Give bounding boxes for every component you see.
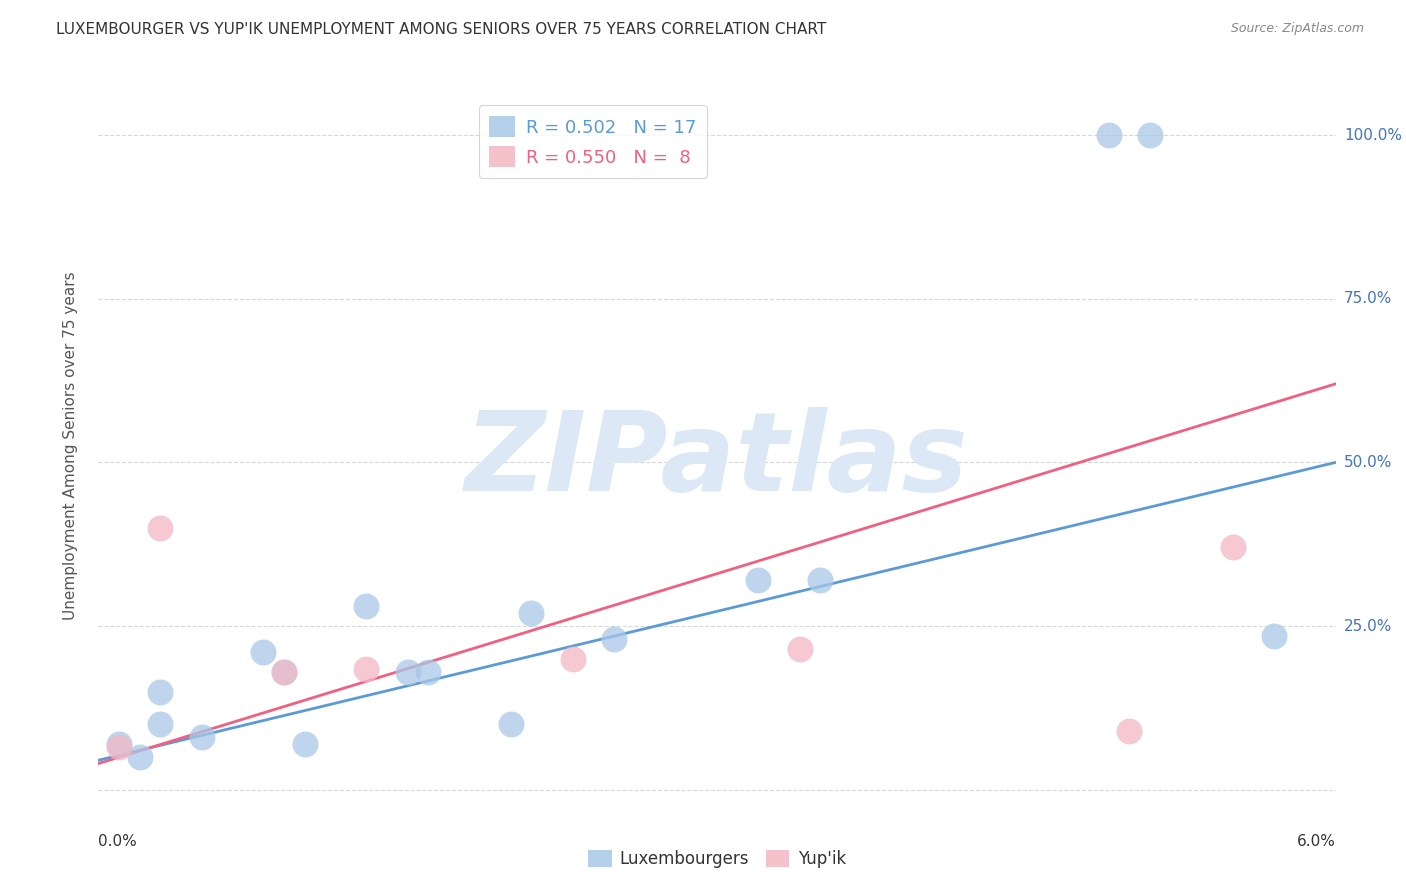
- Point: [520, 606, 543, 620]
- Point: [1098, 128, 1121, 142]
- Point: [418, 665, 440, 679]
- Point: [1139, 128, 1161, 142]
- Point: [789, 642, 811, 657]
- Point: [808, 573, 831, 587]
- Text: 100.0%: 100.0%: [1344, 128, 1402, 143]
- Point: [1222, 541, 1244, 555]
- Point: [747, 573, 769, 587]
- Point: [561, 652, 583, 666]
- Point: [356, 599, 378, 614]
- Point: [149, 521, 172, 535]
- Text: 75.0%: 75.0%: [1344, 291, 1392, 306]
- Point: [128, 750, 150, 764]
- Text: 0.0%: 0.0%: [98, 834, 138, 849]
- Point: [1263, 629, 1285, 643]
- Point: [190, 731, 212, 745]
- Y-axis label: Unemployment Among Seniors over 75 years: Unemployment Among Seniors over 75 years: [63, 272, 77, 620]
- Point: [356, 662, 378, 676]
- Text: 25.0%: 25.0%: [1344, 618, 1392, 633]
- Point: [396, 665, 419, 679]
- Point: [108, 740, 131, 755]
- Text: Source: ZipAtlas.com: Source: ZipAtlas.com: [1230, 22, 1364, 36]
- Point: [273, 665, 295, 679]
- Text: LUXEMBOURGER VS YUP'IK UNEMPLOYMENT AMONG SENIORS OVER 75 YEARS CORRELATION CHAR: LUXEMBOURGER VS YUP'IK UNEMPLOYMENT AMON…: [56, 22, 827, 37]
- Point: [149, 717, 172, 731]
- Point: [149, 684, 172, 698]
- Text: ZIPatlas: ZIPatlas: [465, 407, 969, 514]
- Point: [603, 632, 626, 647]
- Point: [499, 717, 522, 731]
- Point: [252, 645, 274, 659]
- Point: [294, 737, 316, 751]
- Point: [1118, 723, 1140, 738]
- Point: [273, 665, 295, 679]
- Legend: Luxembourgers, Yup'ik: Luxembourgers, Yup'ik: [579, 842, 855, 877]
- Text: 50.0%: 50.0%: [1344, 455, 1392, 470]
- Text: 6.0%: 6.0%: [1296, 834, 1336, 849]
- Point: [108, 737, 131, 751]
